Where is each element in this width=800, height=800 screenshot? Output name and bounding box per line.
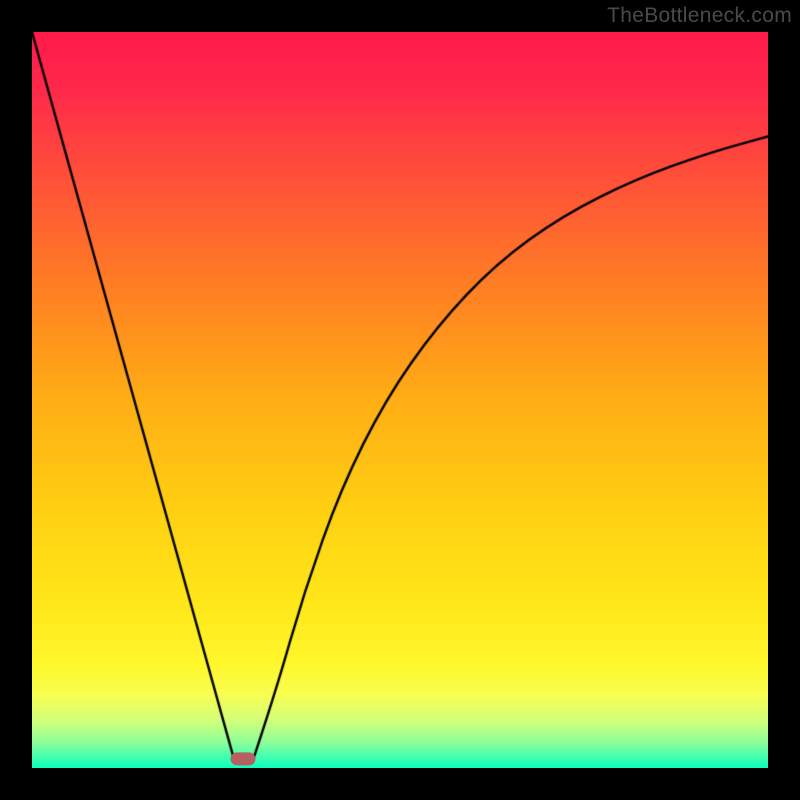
valley-marker xyxy=(231,753,256,766)
curve-canvas xyxy=(32,32,768,768)
plot-area xyxy=(32,32,768,768)
watermark-text: TheBottleneck.com xyxy=(607,4,792,28)
